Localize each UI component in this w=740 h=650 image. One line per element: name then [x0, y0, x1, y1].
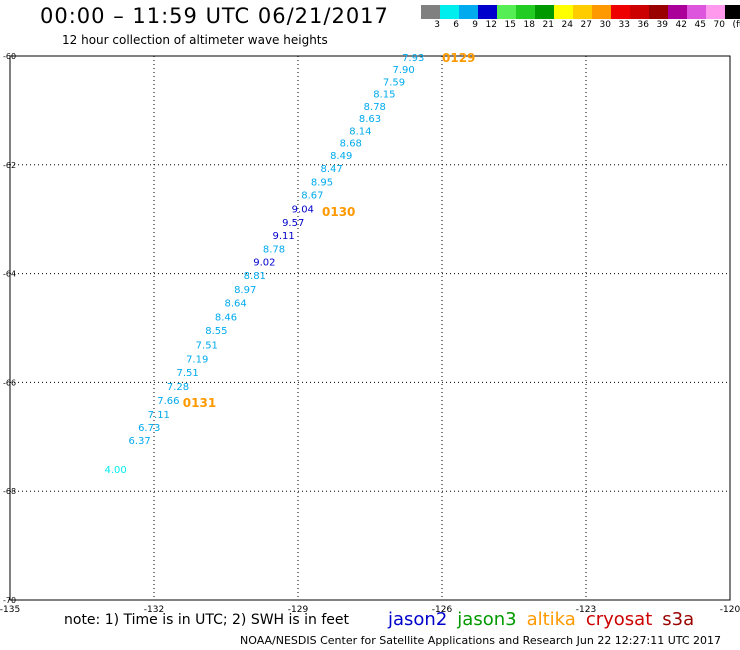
x-tick-label: -135: [0, 605, 20, 615]
scale-unit: (ft): [732, 20, 740, 30]
y-tick-label: -70: [3, 596, 16, 605]
page-title: 00:00 – 11:59 UTC 06/21/2017: [40, 4, 389, 28]
pass-time-label: 0131: [183, 396, 216, 410]
wave-height-point: 8.49: [330, 151, 352, 162]
scale-swatch: [497, 5, 516, 19]
scale-swatch: [478, 5, 497, 19]
scale-swatch: [630, 5, 649, 19]
scale-swatch: [440, 5, 459, 19]
wave-height-point: 7.51: [196, 340, 218, 351]
scale-label: 70: [713, 20, 725, 30]
wave-height-point: 8.68: [340, 138, 362, 149]
x-tick-label: -132: [144, 605, 164, 615]
footer-note: note: 1) Time is in UTC; 2) SWH is in fe…: [64, 612, 350, 628]
wave-height-point: 6.37: [128, 436, 150, 447]
wave-height-point: 9.04: [292, 204, 314, 215]
wave-height-point: 8.63: [359, 114, 381, 125]
wave-height-point: 9.57: [282, 218, 304, 229]
wave-height-point: 8.14: [349, 127, 371, 138]
scale-label: 45: [694, 20, 706, 30]
wave-height-point: 7.11: [148, 410, 170, 421]
wave-height-point: 7.19: [186, 354, 208, 365]
scale-swatch: [706, 5, 725, 19]
wave-height-point: 7.93: [402, 53, 424, 64]
x-tick-label: -120: [720, 605, 740, 615]
wave-height-point: 7.28: [167, 382, 189, 393]
wave-height-point: 8.46: [215, 313, 237, 324]
scale-label: 42: [675, 20, 687, 30]
wave-height-point: 8.15: [373, 90, 395, 101]
wave-height-point: 6.73: [138, 423, 160, 434]
wave-height-point: 7.90: [392, 65, 414, 76]
scale-label: 3: [434, 20, 440, 30]
scale-label: 33: [618, 20, 630, 30]
scale-swatch: [459, 5, 478, 19]
scale-label: 12: [485, 20, 497, 30]
x-tick-label: -129: [288, 605, 309, 615]
scale-swatch: [535, 5, 554, 19]
scale-label: 15: [504, 20, 516, 30]
y-tick-label: -62: [3, 161, 16, 170]
scale-label: 18: [523, 20, 535, 30]
wave-height-point: 9.02: [253, 258, 275, 269]
legend-item-altika: altika: [526, 609, 576, 630]
y-tick-label: -66: [3, 378, 16, 387]
legend-item-s3a: s3a: [662, 609, 695, 630]
pass-time-label: 0129: [442, 51, 475, 65]
scale-label: 39: [656, 20, 668, 30]
wave-height-point: 7.59: [383, 78, 405, 89]
scale-swatch: [725, 5, 740, 19]
scale-label: 36: [637, 20, 649, 30]
scale-label: 30: [599, 20, 611, 30]
wave-height-point: 8.81: [244, 271, 266, 282]
x-tick-label: -123: [576, 605, 596, 615]
wave-height-point: 8.67: [301, 191, 323, 202]
wave-height-point: 8.64: [224, 298, 246, 309]
plot-frame: [9, 55, 731, 601]
footer-credit: NOAA/NESDIS Center for Satellite Applica…: [240, 634, 722, 647]
wave-height-point: 8.47: [320, 164, 342, 175]
legend-item-jason2: jason2: [388, 609, 448, 630]
satellite-legend: jason2 jason3 altika cryosat s3a: [388, 609, 704, 630]
scale-swatch: [592, 5, 611, 19]
wave-height-point: 7.66: [157, 396, 179, 407]
legend-item-jason3: jason3: [457, 609, 517, 630]
scale-swatch: [421, 5, 440, 19]
legend-item-cryosat: cryosat: [585, 609, 653, 630]
pass-time-label: 0130: [322, 205, 355, 219]
y-tick-label: -64: [3, 270, 16, 279]
wave-height-point: 8.78: [263, 245, 285, 256]
wave-height-point: 7.51: [176, 368, 198, 379]
wave-height-point: 8.95: [311, 178, 333, 189]
wave-height-point: 9.11: [272, 231, 294, 242]
scale-swatch: [611, 5, 630, 19]
scale-label: 24: [561, 20, 573, 30]
scale-swatch: [516, 5, 535, 19]
page-subtitle: 12 hour collection of altimeter wave hei…: [62, 33, 328, 47]
scale-swatch: [554, 5, 573, 19]
scale-swatch: [649, 5, 668, 19]
y-tick-label: -68: [3, 487, 16, 496]
scale-swatch: [573, 5, 592, 19]
wave-height-point: 8.97: [234, 285, 256, 296]
scale-label: 9: [472, 20, 478, 30]
y-tick-label: -60: [3, 52, 16, 61]
color-scale-swatches: [421, 5, 740, 19]
wave-height-point: 8.78: [364, 102, 386, 113]
scale-label: 6: [453, 20, 459, 30]
scale-swatch: [687, 5, 706, 19]
wave-height-point: 4.00: [104, 465, 126, 476]
x-tick-label: -126: [432, 605, 453, 615]
scale-label: 27: [580, 20, 592, 30]
scale-label: 21: [542, 20, 554, 30]
wave-height-point: 8.55: [205, 326, 227, 337]
scale-swatch: [668, 5, 687, 19]
